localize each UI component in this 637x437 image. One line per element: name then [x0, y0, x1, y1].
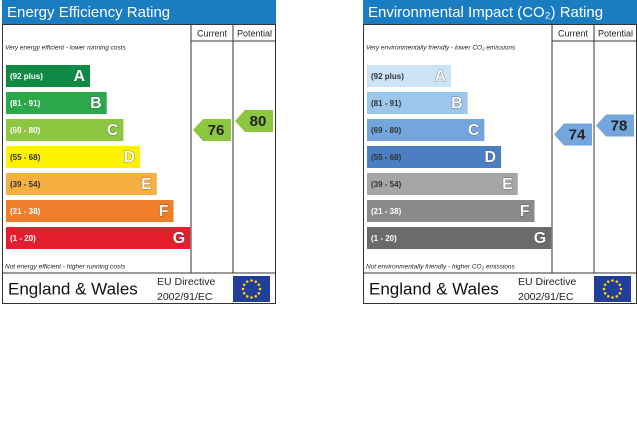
band-range: (39 - 54) [371, 180, 402, 189]
band-range: (21 - 38) [371, 207, 402, 216]
rating-panel: Environmental Impact (CO₂) Rating Current… [363, 0, 637, 304]
band-letter: A [73, 68, 85, 85]
band-bar [6, 65, 90, 87]
band-range: (1 - 20) [371, 234, 397, 243]
band-range: (81 - 91) [371, 99, 402, 108]
eu-star [250, 296, 253, 299]
eu-star [257, 283, 261, 287]
title-bar [363, 0, 637, 24]
band-letter: G [534, 230, 546, 247]
current-arrow [554, 123, 592, 146]
band-letter: D [485, 149, 497, 166]
eu-star [603, 283, 607, 287]
band-bar [6, 119, 124, 141]
rating-panel: Energy Efficiency Rating Current Potential… [2, 0, 276, 304]
band-bar [6, 173, 157, 195]
column-header: Current [197, 28, 228, 38]
band-range: (92 plus) [371, 72, 404, 81]
current-value: 76 [208, 122, 225, 139]
eu-star [242, 291, 246, 295]
eu-star [615, 280, 619, 283]
potential-value: 78 [611, 117, 628, 134]
column-header: Potential [237, 28, 272, 38]
panel-title: Environmental Impact (CO₂) Rating [368, 4, 603, 21]
band-range: (69 - 80) [371, 126, 402, 135]
panel-frame [2, 24, 276, 304]
current-value: 74 [569, 126, 586, 143]
band-letter: E [502, 176, 513, 193]
eu-star [241, 287, 245, 291]
title-bar [2, 0, 276, 24]
band-range: (69 - 80) [10, 126, 41, 135]
eu-star [606, 295, 610, 298]
band-range: (55 - 68) [371, 153, 402, 162]
eu-star [250, 279, 253, 282]
band-letter: F [520, 203, 530, 220]
band-range: (55 - 68) [10, 153, 41, 162]
eu-star [254, 295, 258, 298]
bottom-label: Not energy efficient - higher running co… [5, 264, 126, 271]
potential-value: 80 [250, 113, 267, 130]
eu-star [257, 291, 261, 295]
band-bar [367, 119, 485, 141]
band-range: (81 - 91) [10, 99, 41, 108]
top-label: Very environmentally friendly - lower CO… [366, 45, 516, 52]
column-header: Potential [598, 28, 633, 38]
potential-arrow [596, 114, 634, 137]
band-range: (92 plus) [10, 72, 43, 81]
eu-star [619, 287, 623, 291]
band-letter: B [90, 95, 102, 112]
current-arrow [193, 119, 231, 141]
band-bar [6, 146, 141, 168]
band-bar [367, 146, 502, 168]
footer-directive: EU Directive [518, 276, 577, 288]
band-letter: G [173, 230, 185, 247]
band-letter: E [141, 176, 152, 193]
eu-star [611, 279, 614, 282]
band-range: (39 - 54) [10, 180, 41, 189]
panel-title: Energy Efficiency Rating [7, 4, 170, 21]
eu-star [618, 291, 622, 295]
potential-arrow [235, 110, 273, 132]
band-bar [367, 227, 552, 249]
band-letter: A [434, 68, 446, 85]
band-bar [367, 200, 535, 222]
band-bar [6, 200, 174, 222]
eu-star [611, 296, 614, 299]
eu-star [245, 280, 249, 283]
bottom-label: Not environmentally friendly - higher CO… [366, 264, 516, 271]
footer-directive: 2002/91/EC [157, 291, 213, 303]
band-letter: F [159, 203, 169, 220]
eu-star [242, 283, 246, 287]
band-bar [367, 173, 518, 195]
eu-star [258, 287, 262, 291]
top-label: Very energy efficient - lower running co… [5, 45, 127, 52]
band-letter: C [468, 122, 480, 139]
footer-region: England & Wales [369, 279, 499, 298]
column-header: Current [558, 28, 589, 38]
eu-star [618, 283, 622, 287]
eu-star [602, 287, 606, 291]
eu-star [606, 280, 610, 283]
band-bar [6, 227, 191, 249]
band-range: (21 - 38) [10, 207, 41, 216]
eu-star [254, 280, 258, 283]
footer-directive: EU Directive [157, 276, 216, 288]
band-bar [367, 65, 451, 87]
footer-region: England & Wales [8, 279, 138, 298]
band-bar [6, 92, 107, 114]
eu-star [615, 295, 619, 298]
band-bar [367, 92, 468, 114]
band-letter: D [124, 149, 136, 166]
band-letter: C [107, 122, 119, 139]
band-letter: B [451, 95, 463, 112]
band-range: (1 - 20) [10, 234, 36, 243]
eu-star [245, 295, 249, 298]
eu-star [603, 291, 607, 295]
footer-directive: 2002/91/EC [518, 291, 574, 303]
